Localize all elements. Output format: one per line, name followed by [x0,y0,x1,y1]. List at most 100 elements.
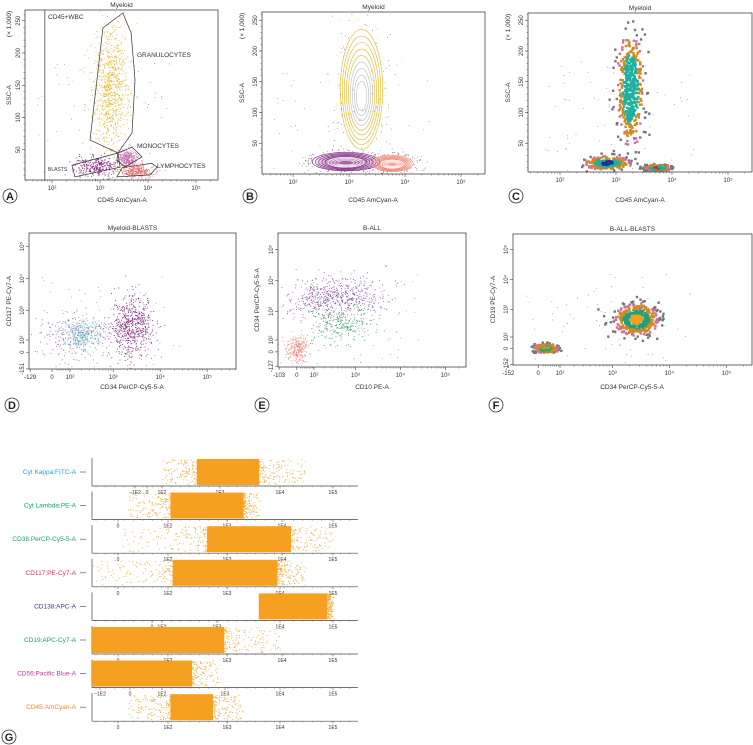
event-dot [131,326,133,328]
event-dot [633,114,636,117]
event-dot [348,37,349,39]
event-dot [621,158,624,162]
event-dot [102,161,104,163]
event-dot [140,300,142,302]
event-dot [109,57,111,59]
event-dot [115,98,117,100]
event-dot [90,166,92,168]
event-dot [92,81,94,83]
gate-polygon[interactable] [71,152,121,178]
event-dot [147,335,149,337]
event-dot [138,306,140,308]
event-dot [367,300,369,302]
event-dot [349,289,351,291]
event-dot [626,87,630,91]
event-dot [169,63,170,65]
event-dot [131,152,133,155]
event-dot [596,159,600,162]
event-dot [145,303,148,305]
event-dot [103,23,105,25]
event-dot [114,162,116,164]
event-dot [282,100,284,101]
event-dot [105,47,107,49]
event-dot [89,168,91,170]
event-dot [131,30,133,32]
event-dot [311,158,312,160]
event-dot [147,301,149,303]
event-dot [149,82,151,84]
event-dot [114,91,116,93]
event-dot [320,82,322,83]
event-dot [565,147,567,149]
event-dot [597,126,599,127]
event-dot [138,333,140,336]
event-dot [160,326,162,328]
event-dot [96,133,98,135]
event-dot [126,352,128,354]
event-dot [307,289,309,291]
event-dot [642,107,645,110]
event-dot [406,170,408,172]
event-dot [102,352,104,354]
event-dot [128,320,130,322]
event-dot [67,343,69,345]
event-dot [109,85,111,87]
event-dot [120,50,122,52]
event-dot [631,109,634,112]
event-dot [97,93,99,95]
event-dot [90,161,92,163]
event-dot [95,108,97,110]
event-dot [66,77,68,79]
event-dot [105,63,107,65]
event-dot [124,338,126,340]
event-dot [72,318,74,320]
event-dot [108,99,110,101]
event-dot [126,152,128,154]
event-dot [401,155,403,157]
contour-line [370,155,414,172]
event-dot [148,168,150,170]
event-dot [65,332,68,334]
event-dot [630,102,633,105]
gate-polygon[interactable] [89,12,136,154]
event-dot [641,92,644,95]
event-dot [111,35,113,37]
event-dot [87,165,89,167]
event-dot [97,338,99,340]
event-dot [49,291,51,293]
event-dot [144,346,146,348]
event-dot [84,171,86,173]
event-dot [111,100,113,102]
event-dot [69,343,71,346]
event-dot [149,341,151,343]
event-dot [332,291,334,293]
event-dot [64,362,66,364]
gate-polygon[interactable] [116,146,143,168]
event-dot [137,168,139,170]
event-dot [628,78,631,81]
event-dot [297,129,298,131]
event-dot [114,47,117,49]
event-dot [624,88,627,92]
event-dot [626,60,629,63]
event-dot [425,167,426,169]
event-dot [133,176,135,178]
event-dot [112,113,115,115]
event-dot [106,111,108,113]
event-dot [103,108,105,111]
event-dot [628,125,632,128]
event-dot [636,98,639,101]
event-dot [623,103,626,106]
event-dot [83,348,85,350]
event-dot [127,325,129,327]
event-dot [133,158,135,160]
event-dot [631,95,634,98]
event-dot [427,80,428,82]
event-dot [381,123,382,125]
event-dot [371,70,372,72]
event-dot [325,304,327,306]
event-dot [102,123,104,125]
event-dot [625,66,629,69]
event-dot [107,116,109,118]
gate-polygon[interactable] [116,162,158,178]
